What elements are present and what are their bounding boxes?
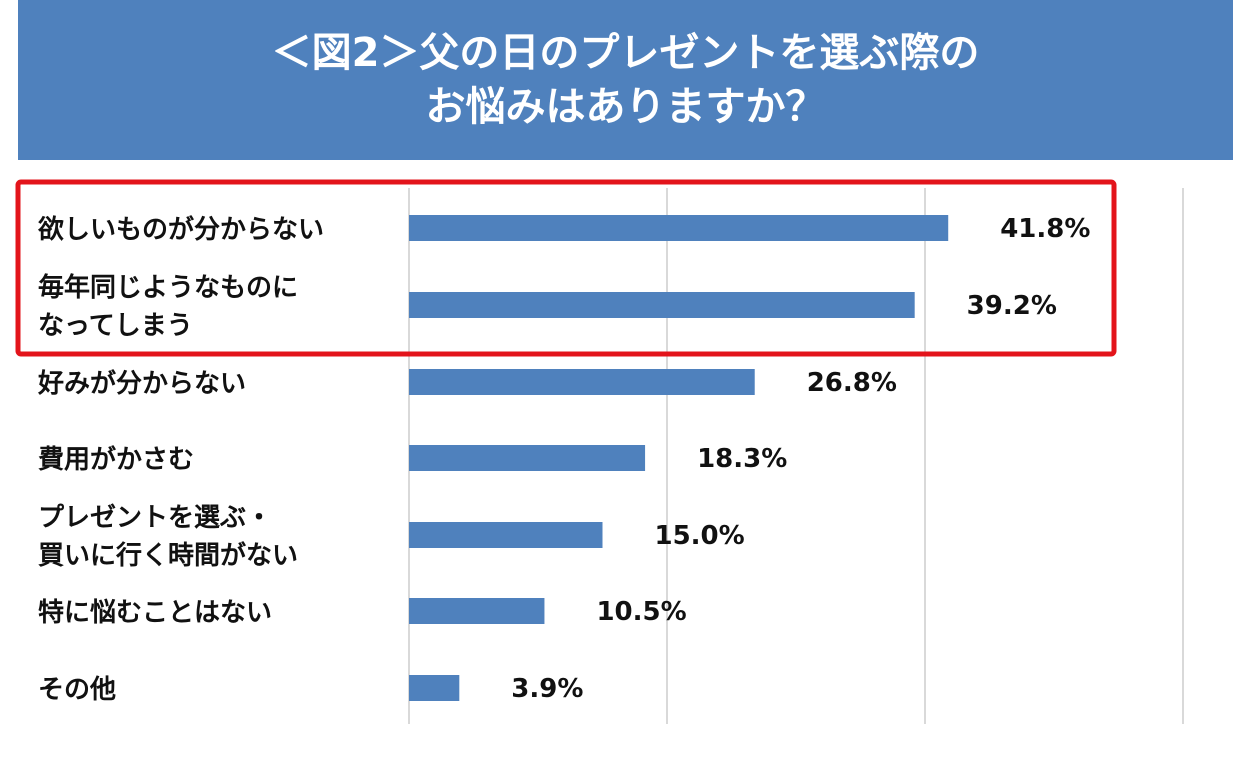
category-label-line: 買いに行く時間がない	[38, 540, 298, 571]
bar	[409, 292, 915, 318]
highlight-box	[15, 179, 1117, 357]
bar	[409, 215, 949, 241]
category-label-line: 欲しいものが分からない	[37, 214, 324, 245]
value-label: 15.0%	[655, 521, 745, 551]
bar	[409, 445, 646, 471]
category-label: その他	[38, 675, 116, 705]
category-label-line: 特に悩むことはない	[38, 597, 272, 628]
value-label: 39.2%	[967, 291, 1057, 321]
title-line-2: お悩みはありますか？	[425, 84, 826, 130]
category-label: 毎年同じようなものになってしまう	[38, 272, 298, 341]
bar	[409, 675, 460, 701]
bar	[409, 522, 603, 548]
category-label: プレゼントを選ぶ・買いに行く時間がない	[38, 503, 298, 571]
category-label-line: プレゼントを選ぶ・	[38, 503, 272, 533]
category-label-line: なってしまう	[38, 311, 193, 341]
value-label: 26.8%	[807, 368, 897, 398]
value-label: 18.3%	[697, 444, 787, 474]
category-label-line: その他	[38, 675, 116, 705]
category-label: 費用がかさむ	[38, 444, 194, 475]
bar	[409, 598, 545, 624]
category-label-line: 費用がかさむ	[38, 444, 194, 475]
bar	[409, 369, 755, 395]
category-label: 特に悩むことはない	[38, 597, 272, 628]
category-label-line: 好みが分からない	[37, 368, 246, 399]
value-label: 41.8%	[1000, 214, 1090, 244]
value-label: 10.5%	[596, 597, 686, 627]
category-label: 好みが分からない	[37, 368, 246, 399]
value-label: 3.9%	[511, 674, 583, 704]
category-label-line: 毎年同じようなものに	[38, 272, 298, 303]
title-line-1: ＜図2＞父の日のプレゼントを選ぶ際の	[271, 30, 980, 76]
category-label: 欲しいものが分からない	[37, 214, 324, 245]
title-banner: ＜図2＞父の日のプレゼントを選ぶ際の お悩みはありますか？	[18, 0, 1233, 160]
